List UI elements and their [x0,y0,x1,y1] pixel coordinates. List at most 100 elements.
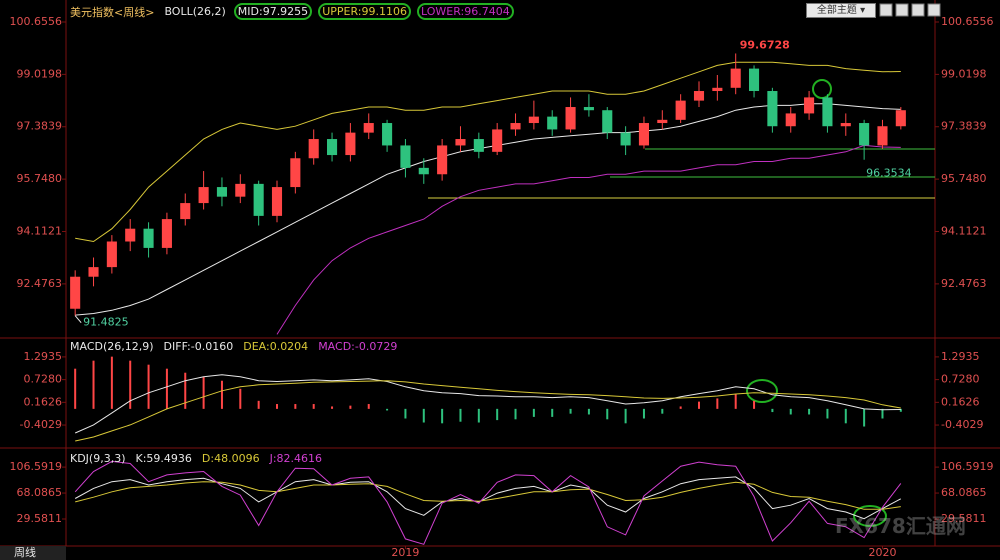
period-tab[interactable]: 周线 [0,546,66,560]
macd-bar [661,408,664,414]
macd-bar [239,388,242,409]
candle-body [547,116,558,130]
macd-bar [881,408,884,419]
candle-body [235,183,246,197]
macd-bar [220,380,223,409]
candle-body [804,97,815,114]
low-label: 96.3534 [866,167,912,180]
candle-body [840,123,851,127]
macd-bar [165,368,168,409]
watermark: FX678汇通网 [835,514,966,538]
candle-body [326,139,338,156]
tool-icon[interactable] [895,3,909,17]
candle-body [125,228,136,242]
macd-bar [789,408,792,415]
macd-bar [587,408,590,415]
panel-title: KDJ(9,3,3) [70,452,126,465]
series-line [75,481,901,510]
series-line [75,61,901,243]
candle-body [400,145,411,168]
candle-body [161,219,172,248]
candle-body [693,91,705,101]
macd-bar [532,408,535,417]
macd-bar [551,408,554,417]
x-tick-label: 2019 [391,546,419,559]
y-tick-label: 1.2935 [24,350,63,363]
main-header: 美元指数<周线> BOLL(26,2) MID:97.9255 UPPER:99.11… [68,3,514,20]
macd-bar [753,400,756,409]
candle-body [895,110,906,127]
macd-bar [771,408,774,413]
candle-body [602,110,613,133]
candle-body [382,123,393,146]
macd-bar [129,360,132,409]
y-tick-label: 97.3839 [17,120,63,133]
y-tick-label: 106.5919 [941,460,994,473]
y-tick-label: 68.0865 [941,486,987,499]
candle-body [308,139,319,159]
macd-bar [147,364,150,409]
candle-body [492,129,503,152]
candle-body [455,139,466,146]
candle-body [822,97,833,127]
tool-icon[interactable] [879,3,893,17]
macd-bar [514,408,517,420]
macd-bar [257,400,260,409]
candle-body [877,126,888,146]
macd-bar [184,372,187,409]
macd-bar [844,408,847,424]
y-tick-label: 92.4763 [17,277,63,290]
candle-body [345,132,356,156]
macd-bar [349,405,352,409]
y-tick-label: -0.4029 [941,418,983,431]
theme-button[interactable]: 全部主题 ▾ [806,3,876,18]
macd-bar [312,404,315,409]
candle-body [528,116,539,124]
macd-bar [441,408,444,424]
candle-body [565,107,576,130]
y-tick-label: 29.5811 [17,512,63,525]
y-tick-label: 99.0198 [941,67,987,80]
macd-bar [606,408,609,420]
candle-body [748,68,760,92]
macd-bar [899,408,902,412]
panel-title: 美元指数<周线> [70,5,155,19]
indicator-name: BOLL(26,2) [164,5,226,18]
kdj-header: KDJ(9,3,3) K:59.4936 D:48.0096 J:82.4616 [68,452,324,465]
low-label: 91.4825 [83,316,129,329]
legend-entry: MACD:-0.0729 [318,340,398,353]
macd-bar [826,408,829,419]
theme-button-label: 全部主题 [816,5,857,16]
y-tick-label: 0.1626 [24,395,63,408]
macd-bar [202,376,205,409]
highlight-circle [746,379,778,403]
macd-bar [294,404,297,409]
legend-entry: K:59.4936 [135,452,192,465]
candle-body [253,183,264,216]
macd-bar [716,398,719,409]
legend-entry: DIFF:-0.0160 [163,340,234,353]
tool-icon[interactable] [911,3,925,17]
candle-body [730,68,741,88]
series-line [75,380,901,442]
macd-bar [734,394,737,409]
candle-body [88,267,99,277]
y-tick-label: -0.4029 [20,418,62,431]
y-tick-label: 95.7480 [941,172,987,185]
legend-entry: J:82.4616 [269,452,323,465]
highlight-circle [853,505,887,527]
x-tick-label: 2020 [868,546,896,559]
low-marker [74,315,82,324]
macd-bar [386,408,389,411]
macd-bar [863,408,866,427]
y-tick-label: 106.5919 [10,460,63,473]
series-line [74,476,902,520]
y-tick-label: 95.7480 [17,172,63,185]
y-tick-label: 1.2935 [941,350,980,363]
candle-body [712,87,723,92]
tool-icon[interactable] [927,3,941,17]
panel-title: MACD(26,12,9) [70,340,154,353]
macd-bar [331,406,334,409]
